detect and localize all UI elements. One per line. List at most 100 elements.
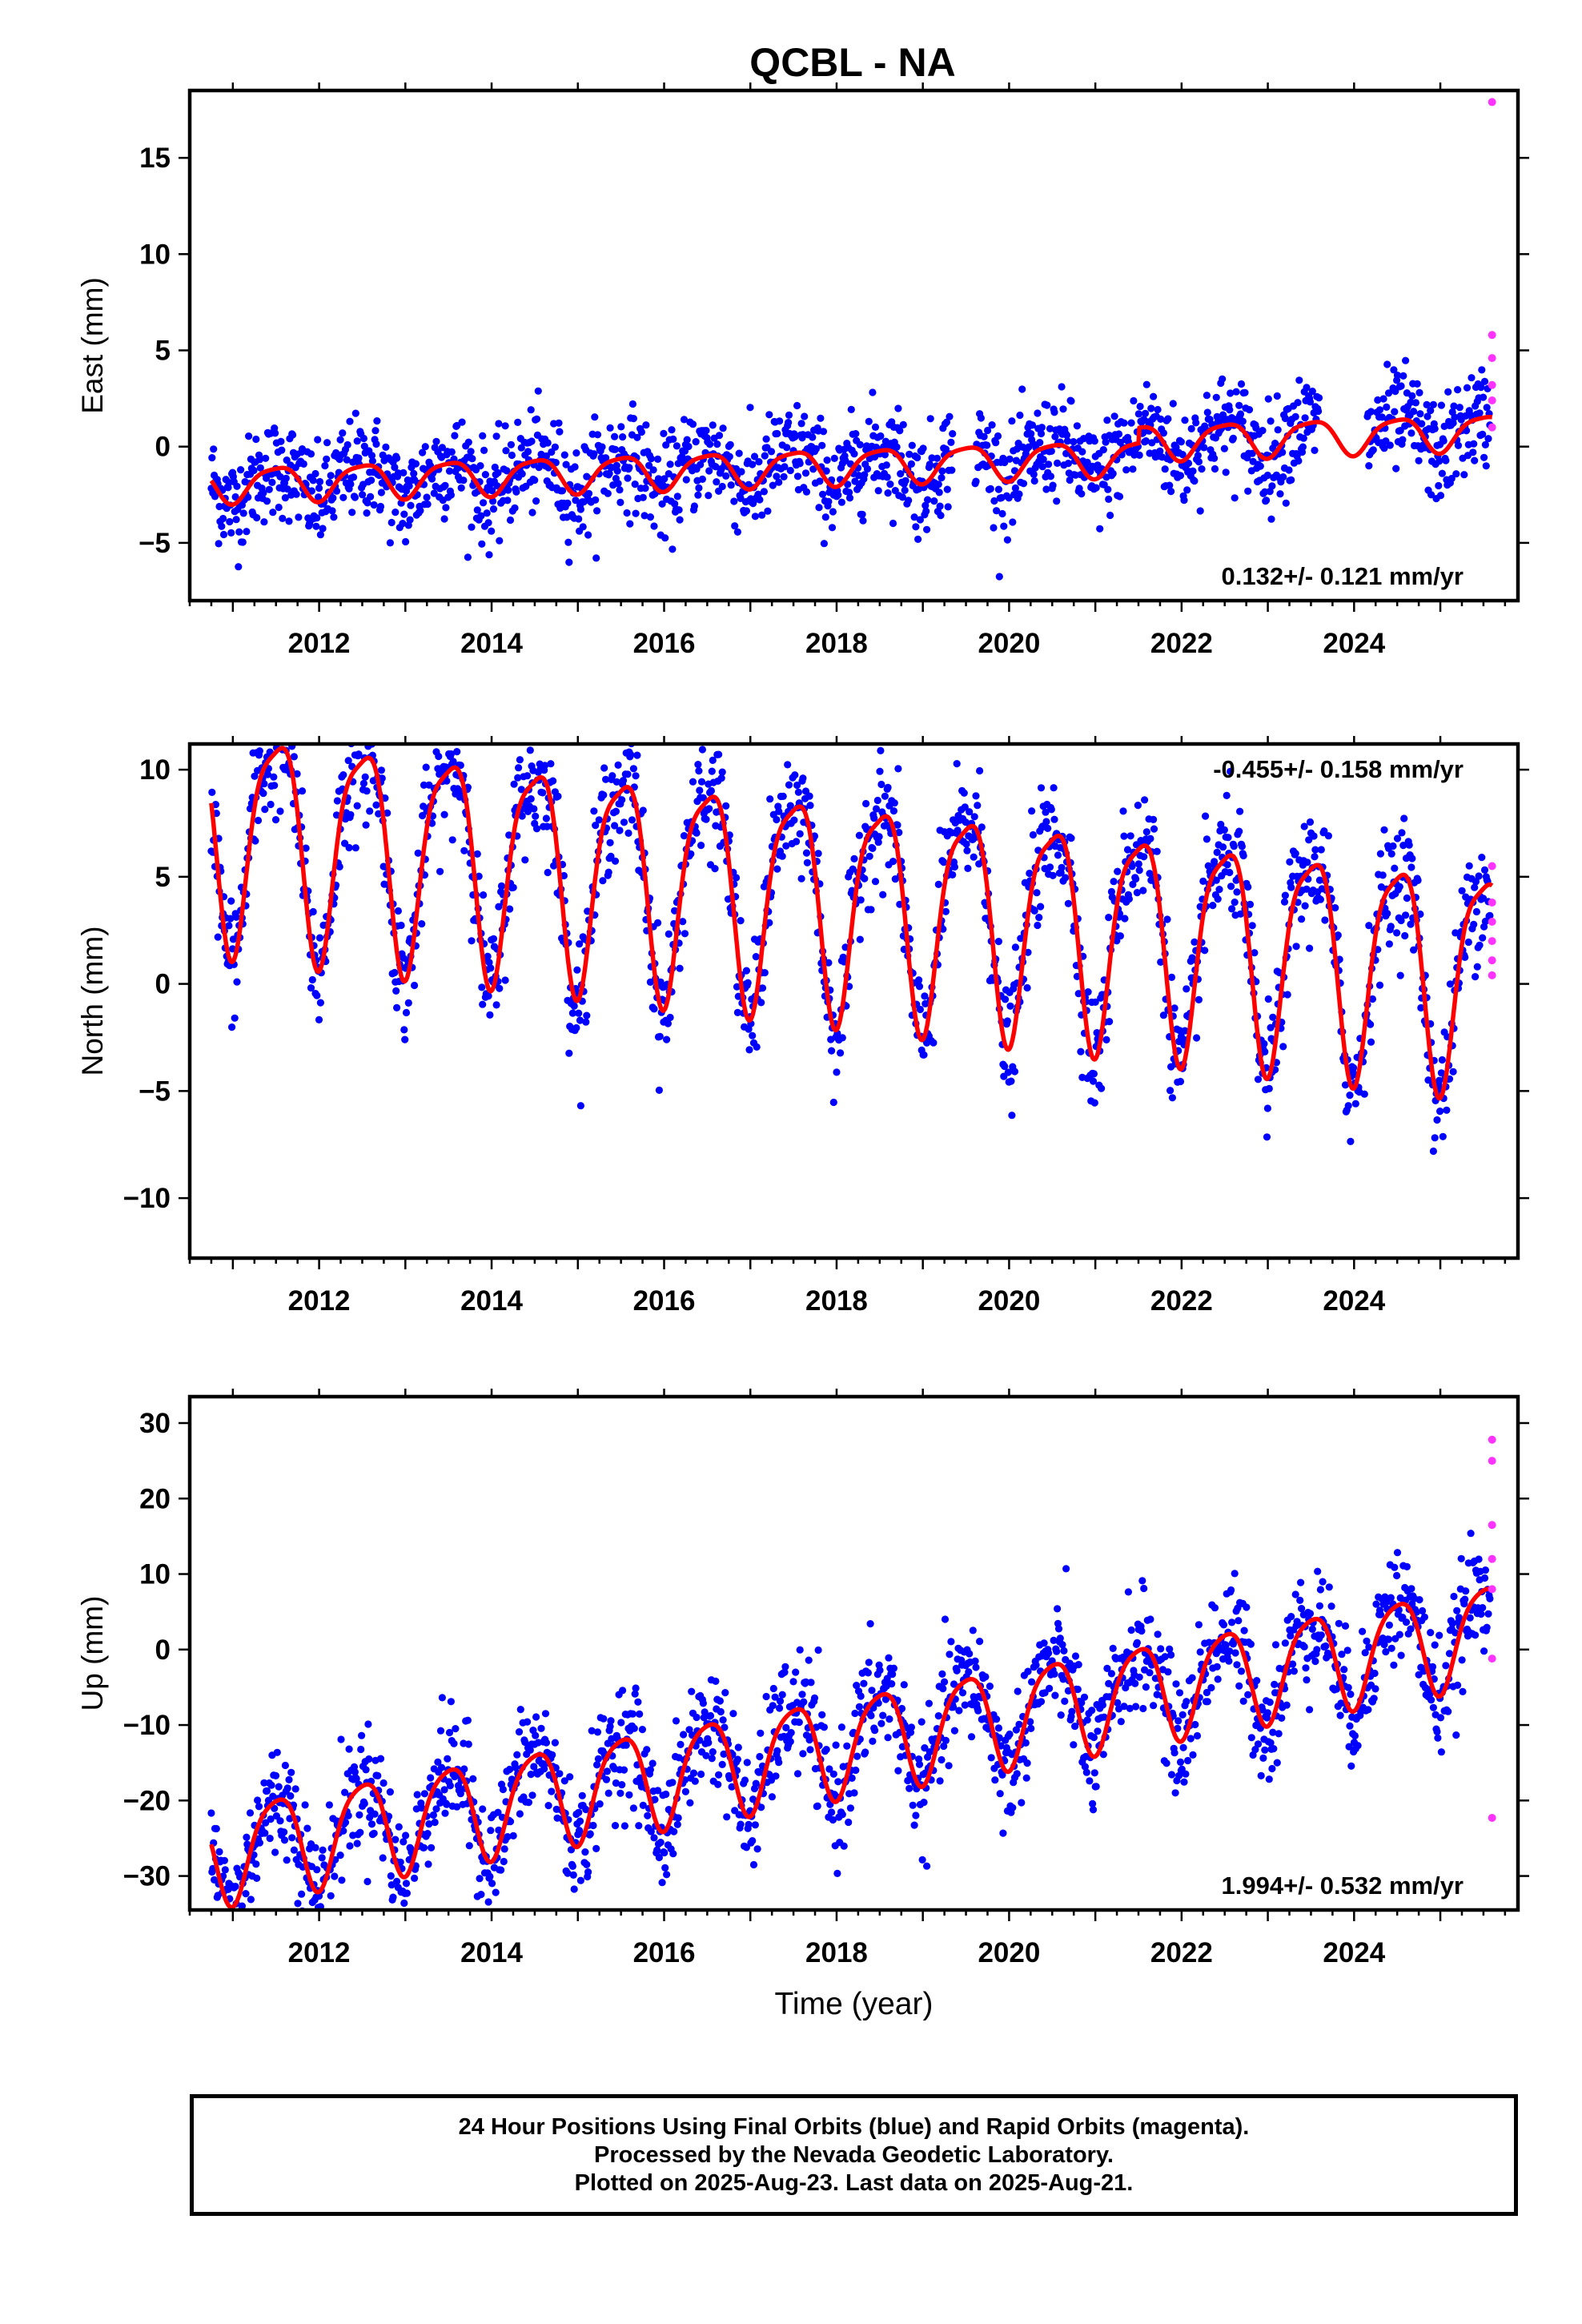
final-point bbox=[689, 420, 697, 428]
final-point bbox=[614, 480, 622, 488]
final-point bbox=[784, 761, 792, 769]
final-point bbox=[669, 1850, 677, 1858]
final-point bbox=[1046, 424, 1054, 432]
final-point bbox=[313, 514, 321, 522]
final-point bbox=[1181, 416, 1189, 424]
final-point bbox=[495, 420, 503, 428]
final-point bbox=[285, 517, 293, 525]
final-point bbox=[1050, 1636, 1058, 1644]
final-point bbox=[1195, 995, 1203, 1003]
final-point bbox=[930, 497, 938, 505]
final-point bbox=[785, 781, 793, 789]
final-point bbox=[631, 480, 639, 489]
final-point bbox=[765, 411, 773, 419]
final-point bbox=[1012, 1726, 1020, 1734]
final-point bbox=[1236, 807, 1244, 815]
final-point bbox=[680, 832, 689, 840]
final-point bbox=[586, 1830, 594, 1838]
x-tick-label: 2014 bbox=[460, 1285, 523, 1317]
y-tick-label: 5 bbox=[155, 862, 171, 893]
final-point bbox=[1053, 497, 1061, 505]
final-point bbox=[920, 1799, 928, 1807]
final-point bbox=[1276, 490, 1284, 498]
final-point bbox=[367, 493, 375, 501]
final-point bbox=[1211, 464, 1219, 473]
final-point bbox=[619, 1687, 627, 1695]
final-point bbox=[991, 1776, 999, 1784]
final-point bbox=[532, 415, 541, 423]
final-point bbox=[1244, 487, 1252, 495]
final-point bbox=[244, 493, 252, 501]
final-point bbox=[1050, 815, 1058, 823]
final-point bbox=[226, 517, 234, 526]
final-point bbox=[690, 502, 699, 510]
final-point bbox=[548, 1751, 556, 1759]
final-point bbox=[992, 439, 1000, 447]
final-point bbox=[1443, 1106, 1451, 1114]
final-point bbox=[850, 450, 858, 458]
final-point bbox=[865, 1659, 873, 1667]
final-point bbox=[807, 1679, 815, 1687]
final-point bbox=[486, 1011, 494, 1019]
final-point bbox=[229, 1932, 236, 1940]
final-point bbox=[935, 489, 943, 497]
final-point bbox=[960, 789, 968, 797]
y-axis-label: East (mm) bbox=[76, 277, 109, 414]
final-point bbox=[1037, 1698, 1046, 1706]
final-point bbox=[672, 1717, 681, 1725]
final-point bbox=[961, 803, 969, 811]
final-point bbox=[1166, 1645, 1174, 1653]
final-point bbox=[624, 474, 632, 482]
final-point bbox=[332, 487, 341, 495]
final-point bbox=[621, 734, 628, 742]
final-point bbox=[1228, 905, 1236, 913]
final-point bbox=[420, 1844, 428, 1852]
final-point bbox=[473, 850, 481, 858]
final-point bbox=[1310, 832, 1318, 840]
final-point bbox=[370, 501, 378, 509]
final-point bbox=[456, 762, 464, 770]
final-point bbox=[238, 1902, 246, 1910]
final-point bbox=[394, 907, 402, 915]
final-point bbox=[1469, 448, 1477, 456]
final-point bbox=[576, 1016, 584, 1024]
final-point bbox=[855, 831, 863, 839]
final-point bbox=[1437, 401, 1445, 409]
final-point bbox=[509, 883, 517, 891]
final-point bbox=[698, 746, 707, 754]
final-point bbox=[768, 1793, 777, 1801]
final-point bbox=[558, 487, 567, 495]
final-point bbox=[1028, 807, 1036, 815]
final-point bbox=[825, 497, 833, 506]
final-point bbox=[845, 489, 853, 497]
final-point bbox=[629, 765, 638, 773]
final-point bbox=[1365, 462, 1373, 470]
final-point bbox=[1138, 1577, 1146, 1585]
final-point bbox=[211, 493, 219, 501]
final-point bbox=[270, 773, 278, 781]
final-point bbox=[632, 772, 640, 780]
final-point bbox=[967, 1733, 976, 1741]
final-point bbox=[792, 727, 799, 734]
final-point bbox=[1286, 858, 1294, 866]
final-point bbox=[668, 426, 676, 434]
rate-annotation: 0.132+/- 0.121 mm/yr bbox=[1222, 562, 1464, 590]
final-point bbox=[584, 489, 593, 497]
final-point bbox=[737, 1820, 745, 1828]
final-point bbox=[1056, 1634, 1064, 1642]
final-point bbox=[955, 1707, 963, 1715]
final-point bbox=[1383, 910, 1391, 918]
final-point bbox=[303, 1824, 311, 1832]
final-point bbox=[1014, 1687, 1022, 1695]
final-point bbox=[950, 862, 958, 871]
final-point bbox=[611, 1822, 620, 1830]
final-point bbox=[805, 792, 813, 800]
final-point bbox=[1042, 818, 1050, 826]
final-point bbox=[789, 1678, 797, 1686]
final-point bbox=[693, 1713, 701, 1722]
final-point bbox=[542, 452, 551, 460]
final-point bbox=[1203, 1698, 1211, 1706]
plot-frame bbox=[187, 88, 1520, 603]
final-point bbox=[464, 438, 472, 446]
final-point bbox=[604, 1789, 612, 1797]
